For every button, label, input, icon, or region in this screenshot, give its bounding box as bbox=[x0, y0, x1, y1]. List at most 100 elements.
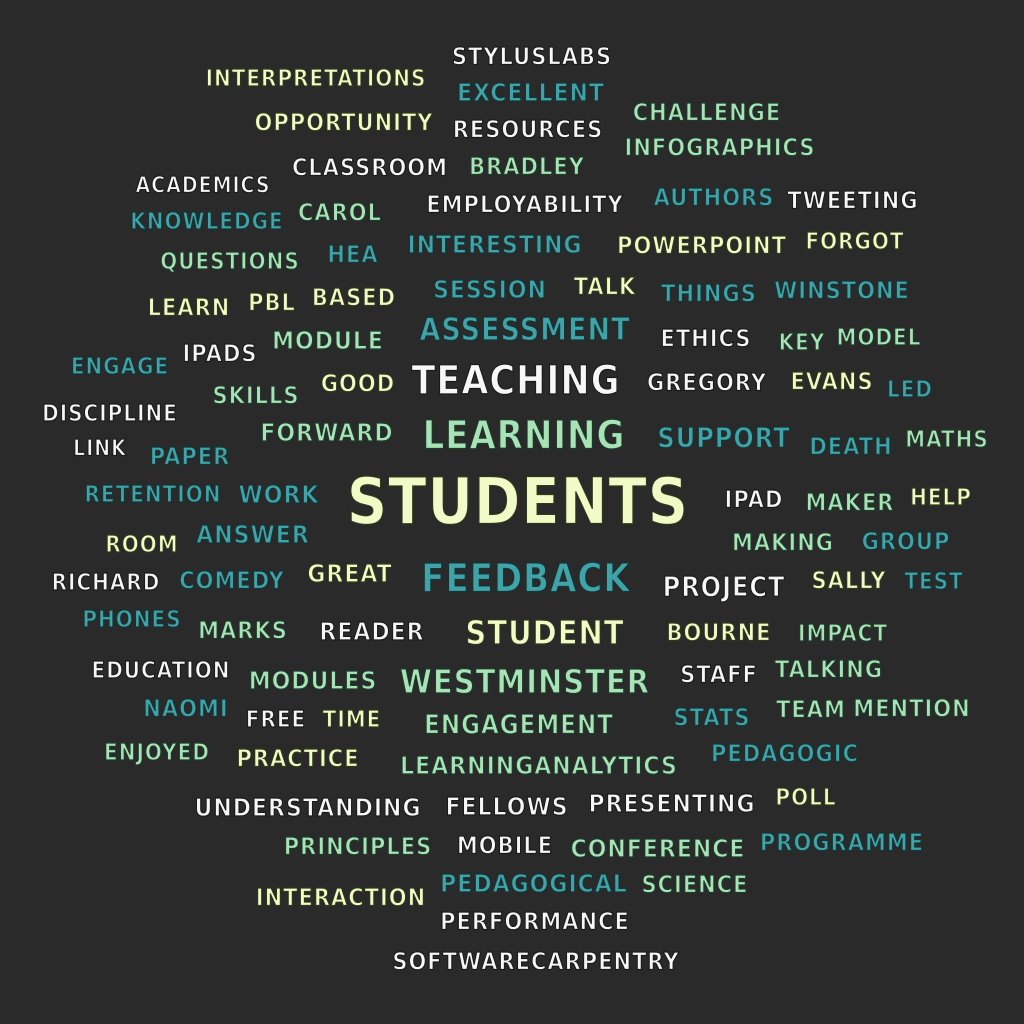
word: PRESENTING bbox=[588, 790, 756, 819]
word: WESTMINSTER bbox=[399, 661, 651, 701]
word: MODEL bbox=[836, 323, 922, 351]
word: PRINCIPLES bbox=[283, 832, 433, 861]
word: MATHS bbox=[905, 425, 989, 453]
word: GROUP bbox=[861, 527, 951, 556]
word: LEARNINGANALYTICS bbox=[400, 752, 678, 781]
word: MODULE bbox=[272, 327, 384, 356]
word: MOBILE bbox=[456, 831, 554, 860]
word: ENJOYED bbox=[104, 738, 210, 766]
word: MENTION bbox=[853, 694, 971, 723]
word: MAKER bbox=[805, 488, 895, 517]
word: MODULES bbox=[248, 667, 378, 696]
word: GREAT bbox=[307, 560, 393, 589]
word: PEDAGOGIC bbox=[711, 739, 859, 768]
word: CONFERENCE bbox=[570, 835, 746, 864]
word: IPAD bbox=[724, 485, 784, 514]
word: INFOGRAPHICS bbox=[624, 133, 816, 162]
word: EXCELLENT bbox=[457, 79, 605, 108]
word: FORWARD bbox=[260, 419, 394, 448]
word: KNOWLEDGE bbox=[130, 207, 284, 235]
word: PROJECT bbox=[662, 570, 786, 604]
word: INTERACTION bbox=[255, 883, 427, 912]
word: DEATH bbox=[809, 432, 893, 461]
word: PHONES bbox=[82, 605, 182, 633]
word: STAFF bbox=[680, 660, 758, 689]
word: RETENTION bbox=[84, 480, 222, 508]
word: POWERPOINT bbox=[617, 231, 787, 260]
word: ACADEMICS bbox=[135, 172, 271, 199]
word: OPPORTUNITY bbox=[254, 108, 434, 137]
word: AUTHORS bbox=[653, 183, 775, 212]
word: GREGORY bbox=[646, 368, 768, 397]
word: FREE bbox=[245, 705, 307, 733]
word: TEACHING bbox=[411, 358, 621, 405]
word: BRADLEY bbox=[469, 152, 585, 181]
word: CAROL bbox=[297, 198, 383, 227]
word: POLL bbox=[775, 783, 837, 811]
word: WINSTONE bbox=[774, 276, 910, 305]
word: TALKING bbox=[774, 655, 884, 684]
word: ASSESSMENT bbox=[419, 312, 631, 348]
word: IMPACT bbox=[798, 619, 888, 647]
word: THINGS bbox=[661, 279, 757, 308]
word: INTERPRETATIONS bbox=[205, 64, 427, 92]
word: LEARNING bbox=[422, 413, 626, 459]
word: IPADS bbox=[182, 339, 258, 368]
word: FORGOT bbox=[805, 227, 905, 255]
word: RESOURCES bbox=[452, 115, 604, 144]
word: STYLUSLABS bbox=[451, 42, 613, 71]
word: HELP bbox=[910, 483, 972, 511]
word: TALK bbox=[573, 272, 637, 301]
word: PROGRAMME bbox=[759, 828, 925, 857]
word: KEY bbox=[778, 328, 826, 356]
word: UNDERSTANDING bbox=[194, 794, 422, 823]
word: TIME bbox=[322, 705, 382, 733]
word: WORK bbox=[238, 481, 320, 510]
word: PERFORMANCE bbox=[440, 907, 630, 936]
word: RICHARD bbox=[51, 568, 161, 596]
word: COMEDY bbox=[179, 566, 285, 595]
word: PEDAGOGICAL bbox=[440, 870, 628, 899]
word: HEA bbox=[327, 240, 379, 269]
word: LEARN bbox=[147, 293, 231, 322]
word: ROOM bbox=[105, 530, 179, 558]
word: ENGAGE bbox=[70, 352, 170, 380]
word: STUDENT bbox=[465, 612, 625, 652]
word: TEST bbox=[904, 567, 964, 595]
word: EMPLOYABILITY bbox=[426, 190, 624, 219]
word: SESSION bbox=[433, 276, 547, 305]
word: PRACTICE bbox=[236, 744, 360, 773]
word: EDUCATION bbox=[91, 656, 231, 684]
word: TEAM bbox=[776, 695, 846, 724]
word: LINK bbox=[73, 435, 127, 462]
word: ETHICS bbox=[660, 324, 752, 353]
word: CHALLENGE bbox=[632, 98, 782, 127]
word: TWEETING bbox=[787, 186, 919, 215]
word: SOFTWARECARPENTRY bbox=[392, 947, 680, 976]
word: EVANS bbox=[790, 367, 874, 396]
word: STATS bbox=[673, 703, 751, 732]
word: READER bbox=[319, 618, 425, 647]
word: SUPPORT bbox=[657, 421, 791, 455]
word: PBL bbox=[248, 288, 296, 317]
word: NAOMI bbox=[143, 694, 229, 723]
word: STUDENTS bbox=[346, 465, 690, 540]
word: ANSWER bbox=[196, 521, 310, 550]
word: INTERESTING bbox=[407, 231, 583, 260]
word: GOOD bbox=[320, 369, 396, 398]
word: SKILLS bbox=[212, 381, 300, 410]
word: MARKS bbox=[198, 616, 288, 645]
word: MAKING bbox=[731, 528, 835, 557]
word: LED bbox=[886, 375, 934, 403]
word: QUESTIONS bbox=[160, 247, 300, 275]
word: FELLOWS bbox=[445, 793, 569, 822]
word: BOURNE bbox=[666, 618, 772, 647]
word: SCIENCE bbox=[641, 870, 749, 899]
word: DISCIPLINE bbox=[42, 399, 178, 427]
word: PAPER bbox=[149, 442, 231, 471]
word: BASED bbox=[311, 283, 397, 312]
word: CLASSROOM bbox=[291, 153, 449, 182]
word: ENGAGEMENT bbox=[424, 710, 614, 741]
word: FEEDBACK bbox=[421, 556, 631, 602]
